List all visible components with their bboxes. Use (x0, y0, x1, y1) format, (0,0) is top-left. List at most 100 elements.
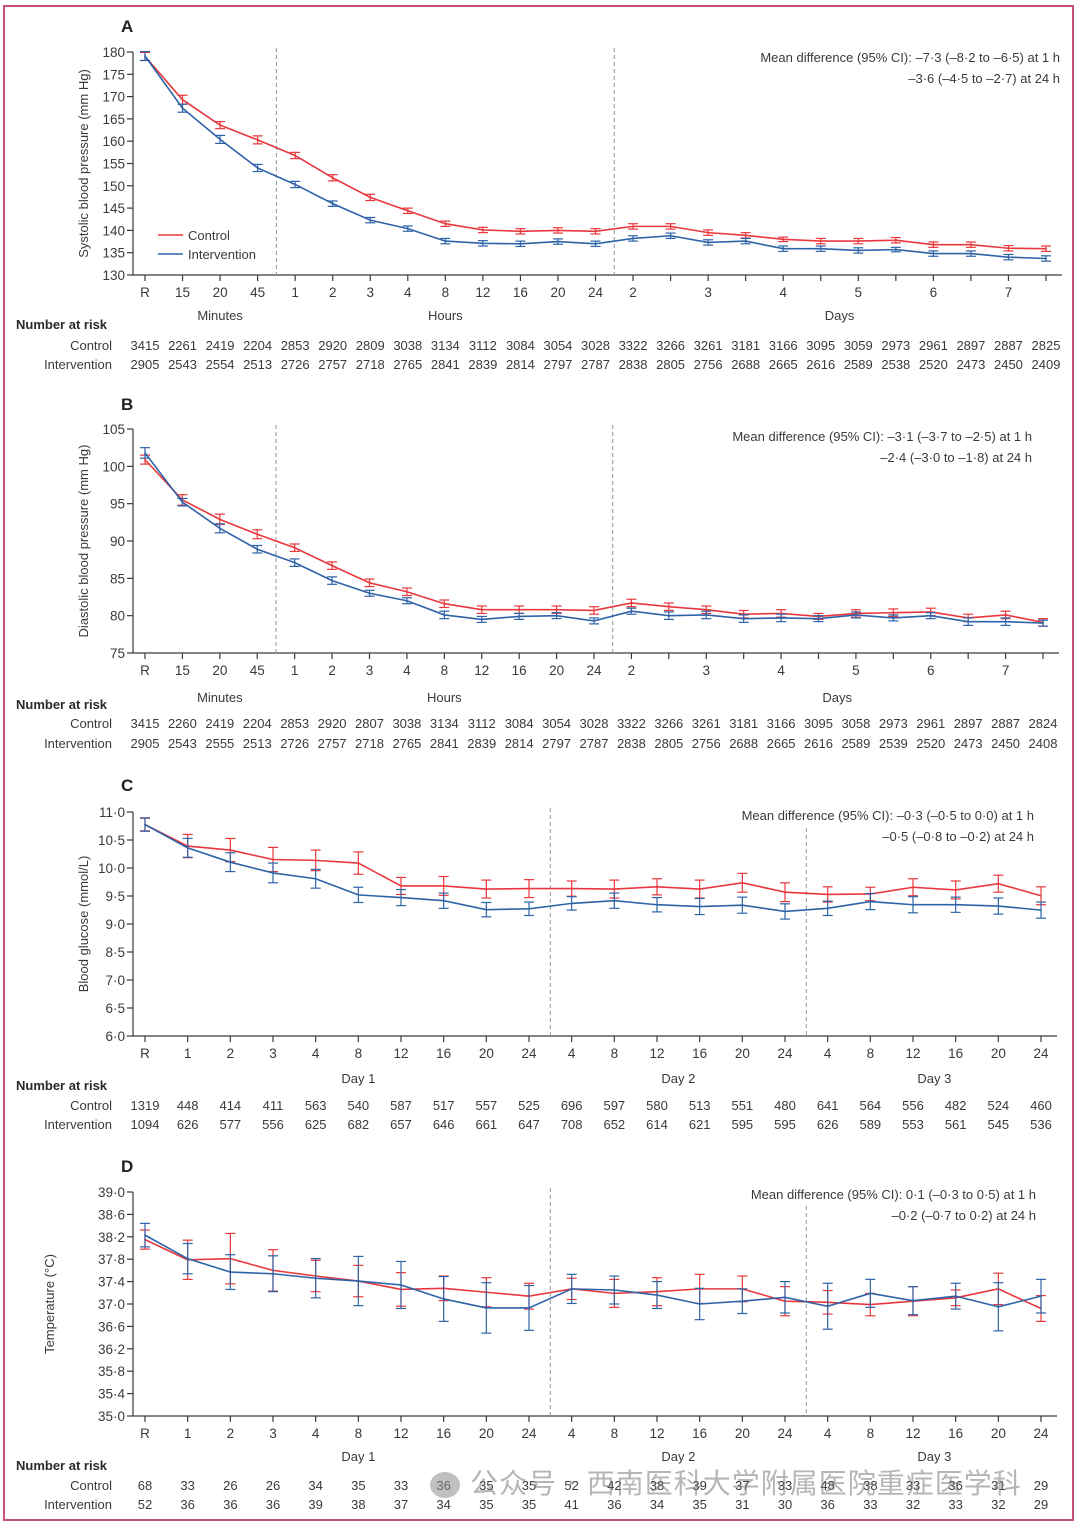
panel-d-group-label: Day 1 (341, 1449, 375, 1464)
panel-c-annotation-line2: –0·5 (–0·8 to –0·2) at 24 h (882, 829, 1034, 844)
panel-d-y-tick-label: 37·0 (98, 1297, 125, 1312)
panel-a-control-point (331, 176, 334, 179)
panel-c-risk-control-value: 517 (433, 1098, 455, 1113)
panel-a-risk-control-value: 2261 (168, 338, 197, 353)
panel-b-intervention-point (219, 527, 221, 530)
panel-c-intervention-point (400, 896, 402, 899)
panel-d-y-tick-label: 38·2 (98, 1230, 125, 1245)
panel-d-risk-control-value: 35 (351, 1478, 365, 1493)
panel-a-x-tick-label: 4 (404, 285, 412, 300)
panel-c-control-line (144, 823, 1042, 897)
panel-d-intervention-point (400, 1284, 402, 1286)
panel-d-intervention-point (442, 1298, 445, 1300)
panel-b-risk-intervention-value: 2688 (729, 736, 758, 751)
panel-c-risk-control-value: 563 (305, 1098, 327, 1113)
panel-b-intervention-line (144, 452, 1044, 624)
panel-d-x-tick-label: 3 (269, 1426, 277, 1441)
panel-a-y-tick-label: 180 (102, 45, 125, 60)
panel-d-risk-control-value: 37 (735, 1478, 749, 1493)
panel-d-y-tick-label: 37·8 (98, 1252, 125, 1267)
panel-b-risk-control-value: 3058 (841, 716, 870, 731)
panel-b-control-point (331, 564, 333, 567)
panel-a-x-tick-label: 8 (442, 285, 450, 300)
panel-c-risk-intervention-value: 589 (859, 1117, 881, 1132)
panel-a-intervention-point (444, 240, 447, 242)
panel-c-x-tick-label: 1 (184, 1046, 192, 1061)
panel-c-x-tick-label: 2 (227, 1046, 235, 1061)
panel-a-y-tick-label: 155 (102, 157, 125, 172)
panel-b-risk-control-value: 3181 (729, 716, 758, 731)
panel-c-intervention-point (186, 847, 189, 849)
panel-b-x-tick-label: 4 (403, 663, 411, 678)
panel-a-y-tick-label: 160 (102, 134, 125, 149)
panel-d-risk-control-value: 31 (991, 1478, 1005, 1493)
panel-c-x-tick-label: 20 (735, 1046, 750, 1061)
panel-b-risk-intervention-value: 2589 (841, 736, 870, 751)
panel-c-x-tick-label: 4 (568, 1046, 576, 1061)
panel-a-control-point (181, 98, 184, 101)
panel-b-risk-control-value: 3415 (131, 716, 160, 731)
panel-d-x-tick-label: 8 (355, 1426, 363, 1441)
panel-c-x-tick-label: R (140, 1046, 150, 1061)
panel-d-risk-intervention-value: 52 (138, 1497, 152, 1512)
panel-a-risk-intervention-value: 2905 (131, 357, 160, 372)
panel-b-risk-control-value: 3261 (692, 716, 721, 731)
panel-a-intervention-point (895, 248, 897, 251)
panel-b-intervention-point (555, 614, 558, 617)
panel-b-annotation-line2: –2·4 (–3·0 to –1·8) at 24 h (880, 450, 1032, 465)
panel-a-risk-control-value: 3166 (769, 338, 798, 353)
panel-a-risk-intervention-value: 2757 (318, 357, 347, 372)
panel-d-x-tick-label: 16 (692, 1426, 707, 1441)
panel-b-x-tick-label: 45 (250, 663, 265, 678)
panel-d-risk-control-value: 33 (180, 1478, 194, 1493)
panel-a-intervention-point (219, 138, 221, 141)
panel-c-risk-intervention-value: 626 (177, 1117, 199, 1132)
panel-d-control-line (144, 1238, 1042, 1310)
panel-b-risk-intervention-value: 2765 (392, 736, 421, 751)
panel-a-risk-intervention-value: 2513 (243, 357, 272, 372)
panel-d-risk-control-value: 35 (522, 1478, 536, 1493)
panel-b-control-point (705, 608, 708, 611)
panel-c-control-point (613, 888, 616, 890)
panel-a-risk-control-value: 2920 (318, 338, 347, 353)
panel-a-risk-control-value: 3059 (844, 338, 873, 353)
panel-d-y-tick-label: 36·6 (98, 1319, 125, 1334)
panel-d-intervention-point (485, 1307, 488, 1309)
panel-c-control-point (442, 885, 445, 887)
panel-b-risk-control-value: 3054 (542, 716, 571, 731)
panel-c-risk-intervention-value: 708 (561, 1117, 583, 1132)
panel-c-control-point (997, 882, 1000, 885)
panel-c-group-label: Day 3 (917, 1071, 951, 1086)
panel-b-x-tick-label: R (140, 663, 150, 678)
panel-b-control-point (555, 608, 558, 611)
panel-c-risk-control-value: 1319 (131, 1098, 160, 1113)
panel-c-risk-intervention-value: 682 (347, 1117, 369, 1132)
panel-d-risk-intervention-value: 29 (1034, 1497, 1048, 1512)
panel-d-risk-control-value: 35 (479, 1478, 493, 1493)
panel-c-intervention-point (357, 894, 360, 896)
panel-c-intervention-point (741, 904, 744, 906)
panel-d-risk-header: Number at risk (16, 1458, 108, 1473)
panel-c-risk-control-value: 525 (518, 1098, 540, 1113)
panel-a-control-point (857, 240, 860, 242)
panel-d-risk-control-value: 33 (394, 1478, 408, 1493)
panel-a-intervention-point (1045, 257, 1047, 260)
panel-d-risk-intervention-value: 36 (180, 1497, 194, 1512)
panel-a-risk-intervention-value: 2520 (919, 357, 948, 372)
panel-d-risk-intervention-value: 34 (436, 1497, 450, 1512)
panel-a-intervention-point (669, 234, 672, 237)
panel-b-x-tick-label: 3 (702, 663, 710, 678)
panel-a-intervention-point (519, 242, 522, 245)
panel-c-risk-intervention-value: 652 (603, 1117, 625, 1132)
panel-c-x-tick-label: 12 (649, 1046, 664, 1061)
panel-d-risk-intervention-value: 39 (308, 1497, 322, 1512)
panel-b-x-tick-label: 1 (291, 663, 299, 678)
panel-a-x-tick-label: 16 (513, 285, 528, 300)
panel-a-risk-intervention-value: 2718 (356, 357, 385, 372)
panel-a-risk-intervention-value: 2797 (543, 357, 572, 372)
panel-a-control-point (406, 209, 409, 212)
panel-b-x-tick-label: 4 (777, 663, 785, 678)
panel-b-y-tick-label: 80 (110, 609, 125, 624)
panel-b-x-tick-label: 7 (1002, 663, 1010, 678)
panel-b-risk-control-value: 3134 (430, 716, 459, 731)
